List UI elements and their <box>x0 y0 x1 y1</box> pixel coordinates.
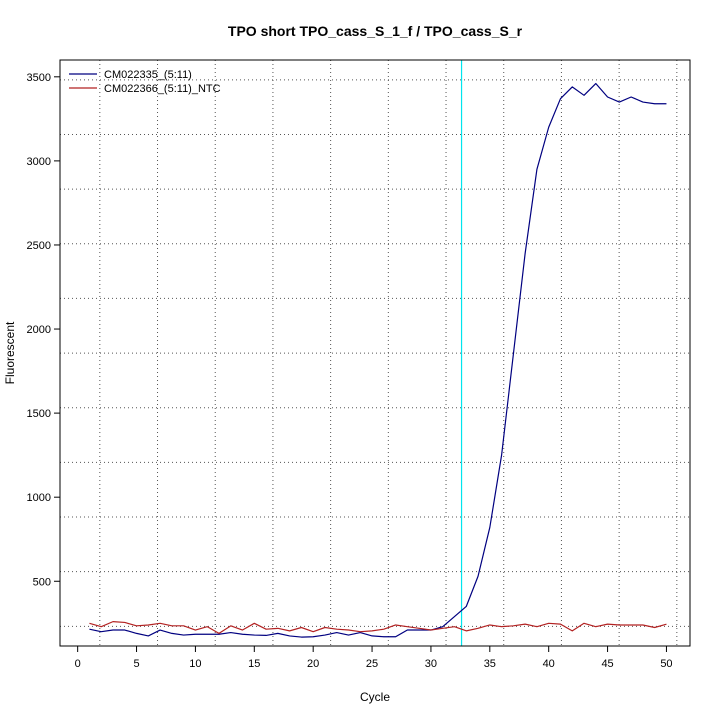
y-tick-label: 500 <box>33 576 51 588</box>
legend-label-1: CM022335_(5:11) <box>104 69 192 81</box>
x-tick-label: 0 <box>75 658 81 670</box>
x-axis-label: Cycle <box>360 690 390 704</box>
x-tick-label: 5 <box>133 658 139 670</box>
chart-title: TPO short TPO_cass_S_1_f / TPO_cass_S_r <box>228 23 523 39</box>
x-tick-label: 25 <box>366 658 378 670</box>
y-tick-label: 2500 <box>27 240 51 252</box>
series-line-2 <box>89 621 667 634</box>
y-axis-label: Fluorescent <box>3 321 17 384</box>
x-axis: 0 5 10 15 20 25 30 35 40 45 50 <box>75 646 673 670</box>
x-tick-label: 10 <box>189 658 201 670</box>
series-line-1 <box>89 82 667 638</box>
legend-label-2: CM022366_(5:11)_NTC <box>104 83 221 95</box>
y-tick-label: 1500 <box>27 408 51 420</box>
x-tick-label: 45 <box>601 658 613 670</box>
x-tick-label: 35 <box>484 658 496 670</box>
x-tick-label: 20 <box>307 658 319 670</box>
x-tick-label: 30 <box>425 658 437 670</box>
grid <box>60 60 690 646</box>
y-tick-label: 3000 <box>27 156 51 168</box>
y-tick-label: 1000 <box>27 492 51 504</box>
x-tick-label: 15 <box>248 658 260 670</box>
legend: CM022335_(5:11) CM022366_(5:11)_NTC <box>69 69 221 95</box>
plot-frame <box>59 59 691 647</box>
y-tick-label: 2000 <box>27 324 51 336</box>
series-lines <box>89 82 667 638</box>
x-tick-label: 40 <box>543 658 555 670</box>
x-tick-label: 50 <box>660 658 672 670</box>
y-tick-label: 3500 <box>27 72 51 84</box>
y-axis: 500 1000 1500 2000 2500 3000 3500 <box>27 72 60 588</box>
